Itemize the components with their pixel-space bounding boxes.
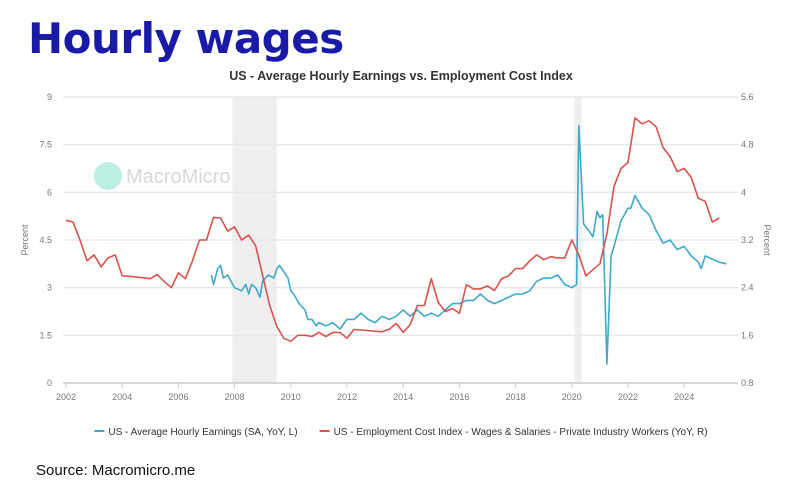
x-tick-label: 2006 (168, 392, 188, 402)
headline: Hourly wages (28, 14, 344, 63)
eci-series-line (65, 117, 720, 343)
legend-label-ahe: US - Average Hourly Earnings (SA, YoY, L… (108, 427, 297, 438)
x-tick-label: 2004 (112, 392, 132, 402)
y-right-tick-label: 3.2 (741, 235, 754, 245)
legend: US - Average Hourly Earnings (SA, YoY, L… (94, 427, 708, 438)
y-axis-left-label: Percent (20, 224, 30, 256)
watermark-text: MacroMicro (126, 166, 230, 188)
x-tick-label: 2012 (337, 392, 357, 402)
x-tick-label: 2008 (225, 392, 245, 402)
y-right-tick-label: 1.6 (741, 330, 754, 340)
y-left-tick-label: 7.5 (39, 140, 52, 150)
ahe-series-line (210, 124, 727, 365)
y-left-tick-label: 9 (47, 92, 52, 102)
y-right-tick-label: 4.8 (741, 140, 754, 150)
y-right-tick-label: 2.4 (741, 283, 754, 293)
legend-label-eci: US - Employment Cost Index - Wages & Sal… (334, 427, 708, 438)
chart-title: US - Average Hourly Earnings vs. Employm… (229, 69, 573, 83)
y-left-tick-label: 3 (47, 283, 52, 293)
watermark-logo: MacroMicro (94, 162, 230, 190)
y-left-tick-label: 1.5 (39, 330, 52, 340)
legend-item-ahe[interactable]: US - Average Hourly Earnings (SA, YoY, L… (94, 427, 298, 438)
x-tick-label: 2018 (506, 392, 526, 402)
x-tick-label: 2010 (281, 392, 301, 402)
x-tick-label: 2022 (618, 392, 638, 402)
x-tick-label: 2020 (562, 392, 582, 402)
y-axis-right-label: Percent (762, 224, 772, 256)
chart: US - Average Hourly Earnings vs. Employm… (20, 69, 772, 438)
y-right-tick-label: 0.8 (741, 378, 754, 388)
x-tick-label: 2016 (449, 392, 469, 402)
y-right-tick-label: 5.6 (741, 92, 754, 102)
x-tick-label: 2014 (393, 392, 413, 402)
y-right-tick-label: 4 (741, 187, 746, 197)
y-left-tick-label: 4.5 (39, 235, 52, 245)
legend-item-eci[interactable]: US - Employment Cost Index - Wages & Sal… (319, 427, 708, 438)
y-left-tick-label: 6 (47, 187, 52, 197)
source-note: Source: Macromicro.me (36, 462, 196, 479)
y-left-tick-label: 0 (47, 378, 52, 388)
x-tick-label: 2002 (56, 392, 76, 402)
x-tick-label: 2024 (674, 392, 694, 402)
